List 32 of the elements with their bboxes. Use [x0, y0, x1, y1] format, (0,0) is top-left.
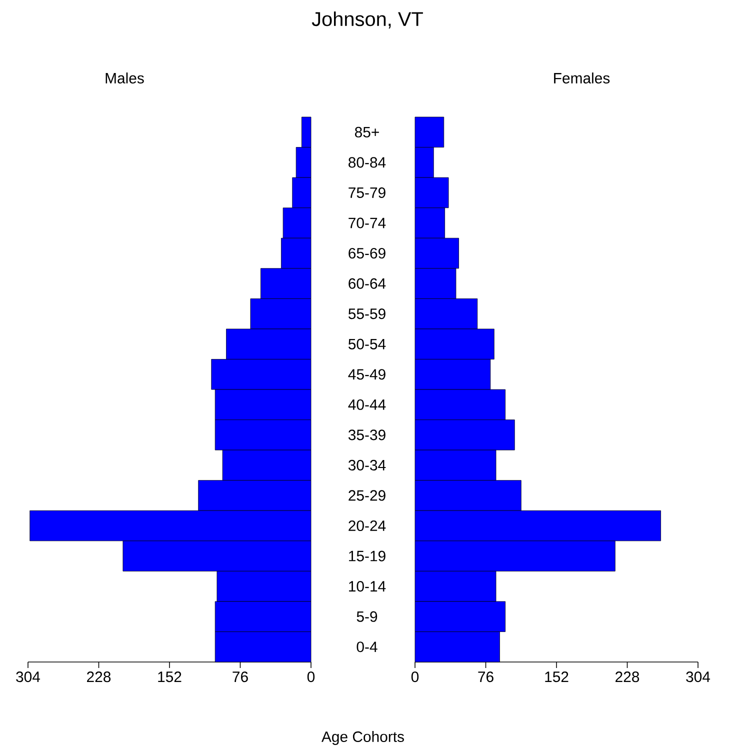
x-tick-label: 228	[616, 672, 640, 682]
y-tick-label: 55-59	[348, 308, 386, 320]
y-tick-label: 60-64	[348, 278, 386, 289]
x-tick-label: 152	[545, 672, 568, 682]
y-tick-label: 5-9	[356, 611, 378, 622]
x-tick-label: 76	[478, 672, 494, 682]
x-tick-label: 0	[411, 672, 419, 682]
x-tick-label: 76	[232, 672, 248, 682]
y-tick-label: 25-29	[348, 490, 386, 501]
x-tick-label: 228	[87, 672, 111, 682]
y-tick-label: 0-4	[356, 642, 378, 652]
y-tick-label: 70-74	[348, 218, 386, 228]
x-tick-label: 304	[686, 672, 710, 682]
x-tick-label: 304	[16, 672, 40, 682]
y-tick-label: 15-19	[349, 550, 386, 562]
y-tick-label: 20-24	[348, 520, 386, 532]
y-tick-label: 85+	[354, 126, 379, 138]
y-tick-label: 35-39	[348, 430, 386, 440]
y-tick-label: 75-79	[348, 187, 386, 198]
text: Johnson, VT	[312, 11, 423, 28]
y-tick-label: 30-34	[348, 460, 386, 470]
y-tick-label: 45-49	[348, 369, 386, 380]
x-tick-label: 152	[158, 672, 182, 682]
y-tick-label: 40-44	[348, 399, 386, 410]
y-tick-label: 65-69	[348, 248, 386, 259]
chart-subtitle: Males	[106, 72, 144, 84]
chart-subtitle: Females	[554, 72, 610, 84]
x-tick-label: 0	[307, 672, 315, 682]
y-tick-label: 50-54	[348, 338, 386, 350]
y-tick-label: 80-84	[348, 157, 386, 168]
y-axis-title: Age Cohorts	[322, 731, 404, 745]
y-tick-label: 10-14	[349, 581, 386, 592]
